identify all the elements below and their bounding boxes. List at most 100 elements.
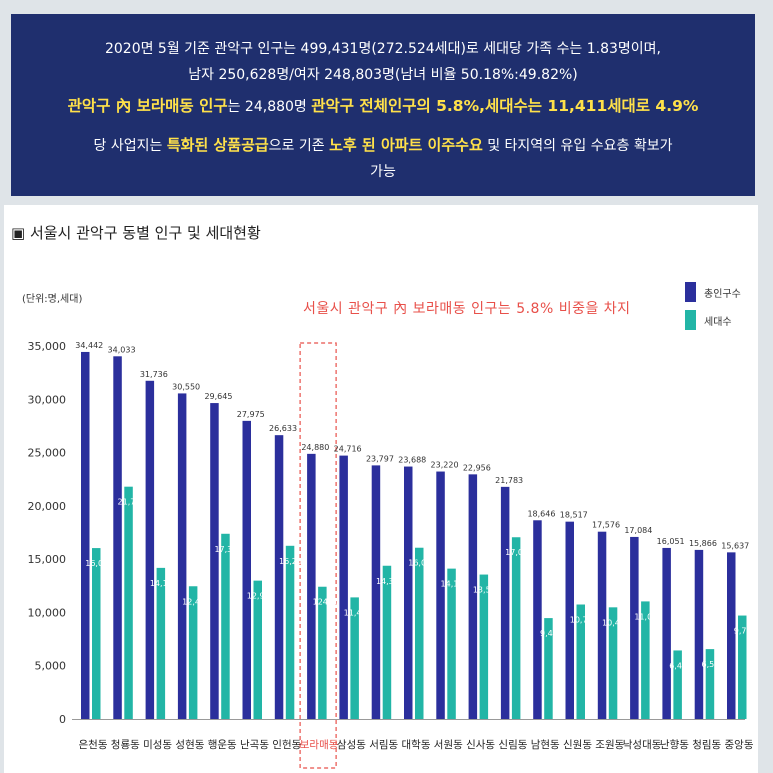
bar-population <box>307 453 316 719</box>
value-label-households: 13,554 <box>473 586 501 595</box>
bar-population <box>533 520 542 719</box>
banner-line-5: 가능 <box>370 164 396 180</box>
bar-households <box>285 545 295 719</box>
y-tick-label: 5,000 <box>35 660 67 673</box>
bar-households <box>318 586 327 719</box>
bar-households <box>415 547 424 719</box>
bar-households <box>92 548 101 719</box>
value-label-households: 16,252 <box>279 557 307 566</box>
bar-population <box>662 547 671 719</box>
bar-population <box>694 549 704 719</box>
bar-population <box>500 486 510 719</box>
bar-population <box>242 420 251 719</box>
bar-population <box>565 521 574 719</box>
value-label-population: 24,880 <box>301 443 329 452</box>
y-tick-label: 0 <box>59 713 66 726</box>
bar-households <box>221 533 230 719</box>
value-label-households: 14,181 <box>150 579 178 588</box>
bar-households <box>447 568 456 719</box>
y-tick-label: 20,000 <box>28 500 67 513</box>
x-tick-label: 미성동 <box>143 739 172 751</box>
bar-households <box>253 580 262 719</box>
bar-population <box>145 380 155 719</box>
x-tick-label: 서림동 <box>369 739 398 751</box>
bar-households <box>479 574 489 719</box>
value-label-population: 23,688 <box>398 456 426 465</box>
bar-households <box>188 586 198 719</box>
value-label-households: 16,071 <box>408 559 436 568</box>
legend-label-households: 세대수 <box>704 316 732 328</box>
bar-population <box>177 393 187 719</box>
banner-highlight-2: 관악구 전체인구의 5.8%,세대수는 11,411세대로 4.9% <box>311 97 699 115</box>
value-label-households: 17,380 <box>214 545 242 554</box>
bar-population <box>113 356 122 719</box>
bar-population <box>436 471 445 719</box>
legend-label-population: 총인구수 <box>704 288 741 300</box>
value-label-population: 27,975 <box>237 410 265 419</box>
bar-households <box>705 649 715 719</box>
x-tick-label: 중앙동 <box>725 739 754 751</box>
bar-population <box>404 466 413 719</box>
x-tick-label: 난곡동 <box>240 739 269 751</box>
value-label-households: 14,380 <box>376 577 404 586</box>
bar-population <box>468 474 478 719</box>
banner-text: 는 24,880명 <box>227 99 312 115</box>
value-label-population: 18,646 <box>527 509 555 518</box>
bar-population <box>727 552 736 719</box>
bar-households <box>544 618 553 719</box>
bar-households <box>673 650 682 719</box>
summary-banner: 2020면 5월 기준 관악구 인구는 499,431명(272.524세대)로… <box>11 14 755 196</box>
x-tick-label: 신림동 <box>498 739 527 751</box>
x-tick-label: 은천동 <box>79 739 108 751</box>
value-label-population: 26,633 <box>269 424 297 433</box>
value-label-households: 12411 <box>313 598 338 607</box>
banner-text: 으로 기존 <box>268 138 330 154</box>
value-label-population: 15,866 <box>689 539 717 548</box>
value-label-population: 15,637 <box>721 541 749 550</box>
bar-households <box>382 565 392 719</box>
banner-text: 및 타지역의 유입 수요층 확보가 <box>482 138 673 154</box>
value-label-population: 30,550 <box>172 382 200 391</box>
bar-households <box>124 486 133 719</box>
value-label-households: 11,034 <box>634 612 662 621</box>
bar-population <box>81 351 90 719</box>
value-label-population: 24,716 <box>334 445 362 454</box>
x-tick-label: 대학동 <box>402 739 431 751</box>
banner-text: 당 사업지는 <box>93 138 167 154</box>
x-tick-label: 삼성동 <box>337 739 366 751</box>
value-label-households: 16,038 <box>85 559 113 568</box>
highlight-box <box>299 342 337 769</box>
banner-line-3: 관악구 內 보라매동 인구는 24,880명 관악구 전체인구의 5.8%,세대… <box>11 94 755 116</box>
value-label-population: 18,517 <box>560 511 588 520</box>
value-label-households: 17,055 <box>505 548 533 557</box>
value-label-households: 6,557 <box>701 660 724 669</box>
value-label-households: 10,743 <box>570 616 598 625</box>
x-tick-label: 보라매동 <box>300 739 339 751</box>
x-tick-label: 서원동 <box>434 739 463 751</box>
x-tick-label: 난향동 <box>660 739 689 751</box>
banner-highlight-1: 관악구 內 보라매동 인구 <box>67 97 228 115</box>
x-tick-label: 낙성대동 <box>623 739 662 751</box>
section-title: ▣ 서울시 관악구 동별 인구 및 세대현황 <box>11 224 261 242</box>
x-tick-label: 행운동 <box>208 739 237 751</box>
value-label-households: 12,984 <box>247 592 275 601</box>
x-tick-label: 인헌동 <box>272 739 301 751</box>
y-tick-label: 25,000 <box>28 447 67 460</box>
legend-swatch-households <box>685 310 696 330</box>
value-label-households: 14,110 <box>441 580 469 589</box>
bar-households <box>608 607 618 719</box>
bar-population <box>371 465 381 719</box>
bar-population <box>630 536 639 719</box>
legend-population: 총인구수 <box>685 282 741 302</box>
value-label-population: 34,442 <box>75 341 103 350</box>
bar-population <box>274 435 284 719</box>
value-label-households: 10,479 <box>602 618 630 627</box>
x-tick-label: 남현동 <box>531 739 560 751</box>
value-label-population: 29,645 <box>204 392 232 401</box>
bar-population <box>210 403 219 719</box>
legend-swatch-population <box>685 282 696 302</box>
x-tick-label: 청룡동 <box>111 739 140 751</box>
x-tick-label: 신사동 <box>466 739 495 751</box>
bar-households <box>641 601 650 719</box>
